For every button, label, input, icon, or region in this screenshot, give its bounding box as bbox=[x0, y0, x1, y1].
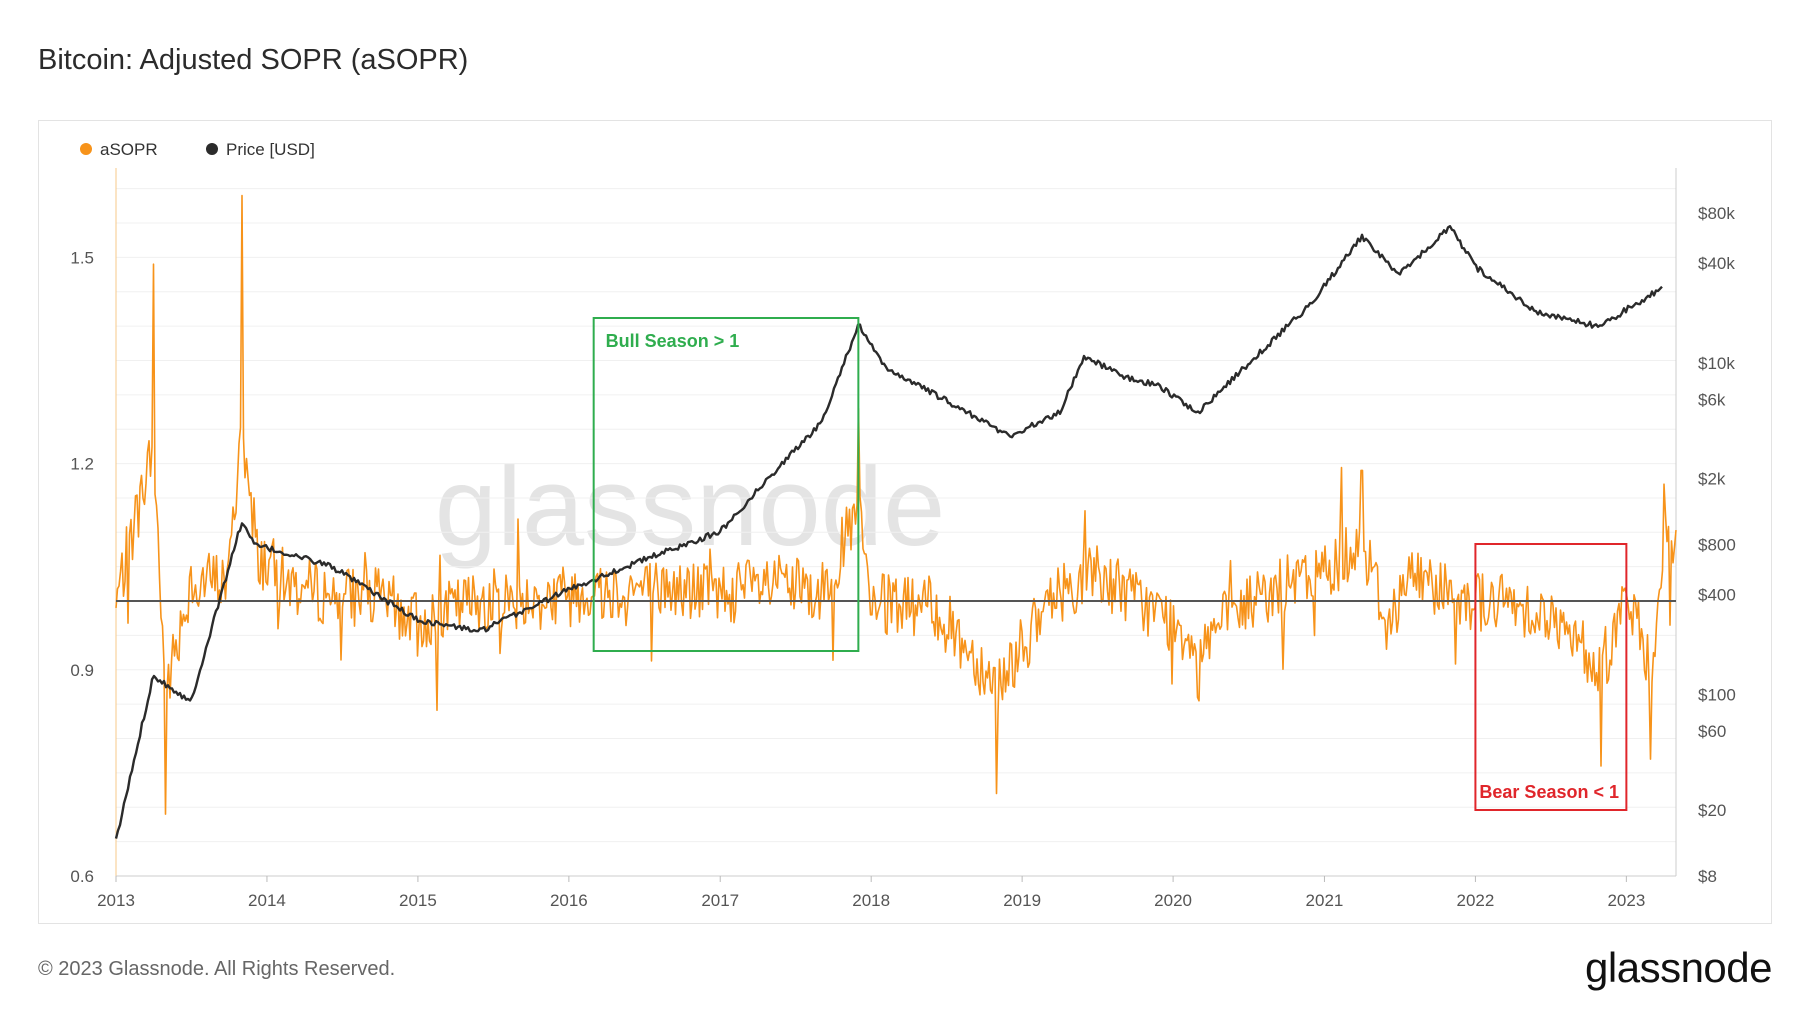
x-tick-label: 2013 bbox=[97, 891, 135, 910]
x-tick-label: 2018 bbox=[852, 891, 890, 910]
right-tick-label: $20 bbox=[1698, 801, 1726, 820]
chart-frame bbox=[38, 120, 1772, 924]
right-axis-ticks: $8 $20 $60 $100 $400 $800 $2k $6k $10k $40k $80k bbox=[1698, 204, 1736, 886]
price-series-line bbox=[114, 225, 1663, 839]
legend-label-price: Price [USD] bbox=[226, 140, 315, 159]
x-tick-label: 2017 bbox=[701, 891, 739, 910]
right-tick-label: $2k bbox=[1698, 470, 1726, 489]
bear-season-label: Bear Season < 1 bbox=[1479, 782, 1619, 802]
x-tick-label: 2015 bbox=[399, 891, 437, 910]
watermark-text: glassnode bbox=[435, 444, 946, 569]
right-tick-label: $60 bbox=[1698, 722, 1726, 741]
x-tick-label: 2022 bbox=[1457, 891, 1495, 910]
right-tick-label: $6k bbox=[1698, 391, 1726, 410]
glassnode-logo[interactable]: glassnode bbox=[1585, 944, 1772, 991]
grid-lines bbox=[116, 188, 1676, 843]
right-tick-label: $40k bbox=[1698, 254, 1735, 273]
x-tick-label: 2019 bbox=[1003, 891, 1041, 910]
x-tick-label: 2014 bbox=[248, 891, 286, 910]
x-tick-label: 2020 bbox=[1154, 891, 1192, 910]
right-tick-label: $100 bbox=[1698, 685, 1736, 704]
left-tick-label: 0.6 bbox=[70, 867, 94, 886]
bull-season-label: Bull Season > 1 bbox=[606, 331, 740, 351]
right-tick-label: $8 bbox=[1698, 867, 1717, 886]
legend-marker-asopr bbox=[80, 143, 92, 155]
legend: aSOPR Price [USD] bbox=[80, 140, 315, 159]
right-tick-label: $80k bbox=[1698, 204, 1735, 223]
bull-season-box bbox=[592, 317, 860, 652]
x-tick-label: 2021 bbox=[1306, 891, 1344, 910]
copyright-footer: © 2023 Glassnode. All Rights Reserved. bbox=[38, 958, 396, 980]
legend-marker-price bbox=[206, 143, 218, 155]
right-tick-label: $10k bbox=[1698, 354, 1735, 373]
left-tick-label: 1.2 bbox=[70, 455, 94, 474]
right-tick-label: $800 bbox=[1698, 536, 1736, 555]
x-axis-ticks: 2013 2014 2015 2016 2017 2018 2019 2020 2021 2022… bbox=[97, 876, 1645, 910]
left-tick-label: 1.5 bbox=[70, 248, 94, 267]
annotations: Bull Season > 1 Bear Season < 1 bbox=[592, 317, 1628, 811]
x-tick-label: 2016 bbox=[550, 891, 588, 910]
right-tick-label: $400 bbox=[1698, 585, 1736, 604]
x-tick-label: 2023 bbox=[1607, 891, 1645, 910]
legend-label-asopr: aSOPR bbox=[100, 140, 158, 159]
bear-season-box bbox=[1474, 543, 1628, 811]
chart-title: Bitcoin: Adjusted SOPR (aSOPR) bbox=[38, 44, 469, 76]
left-axis-ticks: 0.6 0.9 1.2 1.5 bbox=[70, 248, 94, 886]
asopr-series-line bbox=[115, 194, 1677, 815]
left-tick-label: 0.9 bbox=[70, 661, 94, 680]
